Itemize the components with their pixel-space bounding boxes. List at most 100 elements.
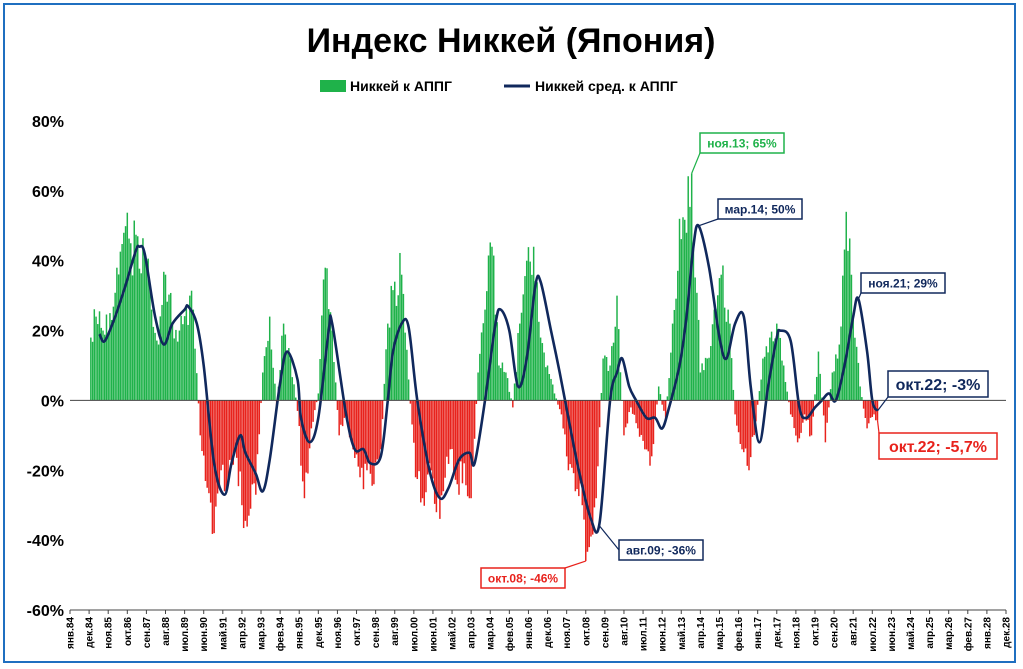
bar (308, 400, 311, 449)
bar (796, 400, 799, 443)
bar (199, 400, 201, 436)
y-tick-label: -20% (27, 463, 64, 480)
bar (868, 400, 870, 424)
bar (861, 397, 863, 401)
bar (270, 349, 273, 401)
x-tick-label: апр.25 (925, 617, 936, 649)
bar (730, 358, 733, 401)
bar (362, 400, 365, 490)
bar (491, 246, 493, 401)
bar (852, 316, 854, 401)
bar (525, 260, 528, 401)
bar (159, 316, 162, 401)
bar (848, 238, 851, 401)
bar (204, 400, 207, 482)
bar (105, 314, 108, 401)
bar (654, 400, 656, 419)
annotation-label: ноя.13; 65% (707, 136, 777, 150)
bar (321, 315, 323, 401)
bar (449, 400, 452, 450)
bar (380, 400, 382, 450)
bar (369, 400, 372, 474)
bar (352, 400, 354, 450)
bar (631, 400, 634, 414)
bar (531, 274, 533, 401)
bar (854, 337, 856, 401)
bar (218, 400, 221, 488)
bar (262, 372, 264, 401)
bar (579, 400, 582, 484)
bar (334, 382, 337, 401)
bar (406, 349, 408, 401)
bar (472, 400, 474, 465)
bar (439, 400, 441, 519)
x-tick-label: фев.05 (504, 617, 516, 652)
bar (336, 400, 339, 410)
bar (725, 321, 728, 401)
bar (416, 400, 419, 480)
bar (470, 400, 472, 499)
bar (595, 400, 597, 499)
bar (190, 290, 193, 401)
bar (459, 400, 462, 462)
y-tick-label: 0% (41, 393, 64, 410)
bar (850, 274, 853, 401)
bar (241, 400, 243, 506)
bar (135, 234, 137, 401)
bar (871, 400, 874, 417)
bar (498, 365, 500, 401)
bar (348, 400, 351, 438)
bar (354, 400, 356, 458)
x-tick-label: окт.19 (811, 617, 822, 646)
bar (192, 309, 195, 401)
bar (312, 400, 314, 422)
y-tick-label: 80% (32, 114, 64, 131)
bar (103, 334, 106, 401)
bar (612, 342, 615, 401)
bar (583, 400, 585, 520)
bar (400, 274, 403, 401)
bar (201, 400, 203, 452)
bar (319, 359, 321, 401)
bar (114, 292, 116, 401)
bar (659, 394, 662, 401)
legend: Никкей к АППГ Никкей сред. к АППГ (320, 78, 678, 94)
bar (468, 400, 471, 499)
bar (454, 400, 457, 480)
annotation-leader (691, 152, 701, 174)
bar (678, 218, 681, 401)
bar (453, 400, 455, 472)
x-tick-label: мар.15 (715, 617, 726, 650)
bar (734, 400, 736, 415)
bar (553, 393, 556, 401)
bar (364, 400, 366, 464)
bar (102, 330, 104, 401)
bar (138, 268, 141, 401)
annotation-label: мар.14; 50% (725, 202, 796, 216)
bar (789, 400, 792, 415)
bar (187, 324, 189, 401)
bar (222, 400, 224, 465)
bar (157, 344, 160, 401)
bar (668, 378, 670, 401)
bar (743, 400, 745, 453)
bar (451, 400, 453, 450)
bar (616, 295, 618, 401)
bar (465, 400, 467, 486)
annotation-label: авг.09; -36% (626, 543, 696, 557)
bar (694, 277, 696, 401)
annotation-box (618, 539, 704, 561)
bar (666, 396, 669, 401)
bar (574, 400, 577, 492)
x-tick-label: янв.06 (524, 617, 535, 649)
annotation-leader (877, 396, 889, 412)
bar (732, 389, 735, 401)
bar (296, 400, 299, 411)
bar (251, 400, 254, 485)
bar (374, 400, 377, 463)
bar (756, 400, 759, 405)
bar (499, 368, 502, 401)
bar (447, 400, 450, 464)
bar (862, 400, 865, 409)
bar (373, 400, 375, 485)
